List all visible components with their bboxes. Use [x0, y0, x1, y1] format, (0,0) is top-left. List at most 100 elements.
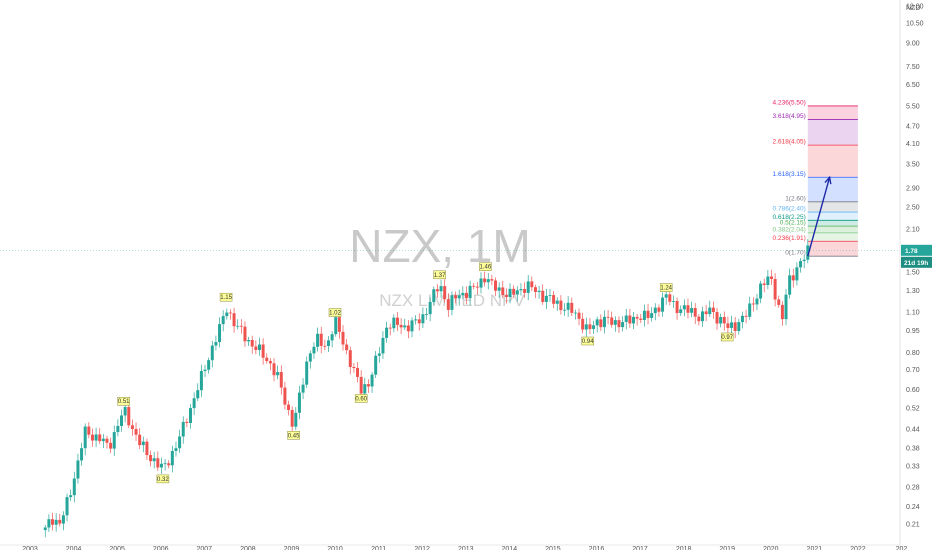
swing-label-text: 0.60: [355, 396, 367, 402]
candle-body: [610, 317, 614, 325]
candle-body: [755, 298, 759, 305]
swing-label-text: 1.24: [660, 286, 672, 292]
y-tick-label: 0.52: [906, 405, 920, 412]
candle-body: [439, 286, 443, 292]
candle-body: [283, 387, 287, 405]
candle-body: [664, 294, 668, 298]
candle-body: [788, 275, 792, 295]
swing-label-box: [117, 396, 130, 406]
candle-body: [494, 280, 498, 291]
candle-body: [348, 350, 352, 367]
fib-zone: [807, 232, 858, 242]
y-tick-label: 7.50: [906, 64, 920, 71]
fib-level-label: 0.382(2.04): [773, 226, 806, 233]
swing-label-text: 0.45: [288, 433, 300, 439]
candle-body: [316, 333, 320, 347]
candle-body: [149, 455, 153, 462]
candle-body: [483, 278, 487, 283]
candle-body: [152, 458, 156, 462]
projection-arrow[interactable]: [807, 175, 832, 257]
candle-body: [374, 355, 378, 375]
candle-body: [134, 429, 138, 435]
x-tick-label: 2022: [850, 546, 866, 550]
y-tick-label: 0.60: [906, 387, 920, 394]
candle-body: [446, 299, 450, 310]
price-axis[interactable]: NZD 12.00 10.50 9.00 7.50 6.50 5.50 4.70 4.10 3.…: [906, 4, 924, 529]
swing-label-text: 1.37: [434, 273, 446, 279]
candle-body: [432, 289, 436, 302]
candle-body: [279, 372, 283, 388]
candle-body: [112, 432, 116, 449]
candle-body: [145, 441, 149, 456]
candle-body: [265, 357, 269, 362]
candle-body: [94, 434, 98, 441]
x-tick-label: 2005: [109, 546, 125, 550]
candle-body: [700, 311, 704, 322]
candle-body: [679, 309, 683, 314]
fib-zone: [807, 220, 858, 227]
swing-label-text: 0.94: [582, 339, 594, 345]
x-tick-label: 2004: [66, 546, 82, 550]
y-tick-label: 4.10: [906, 141, 920, 148]
candle-body: [80, 448, 84, 461]
swing-label-box: [287, 431, 300, 440]
fib-zone: [807, 201, 858, 213]
y-tick-label: 0.70: [906, 367, 920, 374]
candle-body: [43, 527, 47, 531]
candle-body: [207, 360, 211, 370]
swing-label-text: 0.32: [157, 477, 169, 483]
fib-extension-tool[interactable]: 0(1.70)0.236(1.91)0.382(2.04)0.5(2.15)0.…: [773, 99, 858, 257]
candle-body: [573, 312, 577, 314]
swing-label-text: 0.97: [721, 335, 733, 341]
candle-body: [323, 345, 327, 347]
candle-body: [130, 425, 134, 430]
candle-body: [301, 384, 305, 393]
candles-layer: [43, 239, 810, 538]
candle-body: [544, 295, 548, 302]
candle-body: [759, 283, 763, 299]
swing-label-text: 1.46: [480, 265, 492, 271]
candle-body: [178, 436, 182, 449]
candle-body: [287, 404, 291, 411]
candle-body: [454, 295, 458, 299]
candle-body: [239, 325, 243, 327]
candle-body: [690, 308, 694, 313]
candle-body: [109, 442, 113, 449]
candle-body: [116, 425, 120, 433]
candle-body: [577, 312, 581, 319]
candle-body: [697, 316, 701, 322]
countdown-value: 21d 19h: [904, 260, 928, 267]
candle-body: [628, 315, 632, 324]
candle-body: [356, 368, 360, 377]
candle-body: [392, 317, 396, 329]
candle-body: [65, 497, 69, 516]
candle-body: [737, 322, 741, 331]
y-tick-label: 5.50: [906, 103, 920, 110]
y-tick-label: 10.50: [906, 21, 924, 28]
candle-body: [457, 295, 461, 299]
candle-body: [276, 372, 280, 376]
candle-body: [192, 398, 196, 409]
candle-body: [519, 289, 523, 291]
last-price-value: 1.78: [905, 248, 918, 255]
candle-body: [748, 303, 752, 317]
candle-body: [312, 346, 316, 354]
candle-body: [87, 426, 91, 435]
time-axis[interactable]: 2003 2004 2005 2006 2007 2008 2009 2010 2011 2012…: [22, 546, 907, 550]
countdown-tag: [901, 256, 932, 268]
candle-body: [72, 478, 76, 496]
candle-body: [606, 316, 610, 318]
candle-body: [711, 307, 715, 313]
candle-body: [236, 325, 240, 327]
candle-body: [806, 245, 810, 260]
candle-body: [468, 285, 472, 299]
x-tick-label: 2010: [327, 546, 343, 550]
swing-label-box: [219, 292, 233, 302]
candle-body: [261, 344, 265, 358]
y-tick-label: 12.00: [906, 4, 924, 11]
candle-body: [795, 267, 799, 281]
candle-body: [668, 294, 672, 302]
candle-body: [341, 331, 345, 345]
candle-body: [61, 515, 65, 524]
